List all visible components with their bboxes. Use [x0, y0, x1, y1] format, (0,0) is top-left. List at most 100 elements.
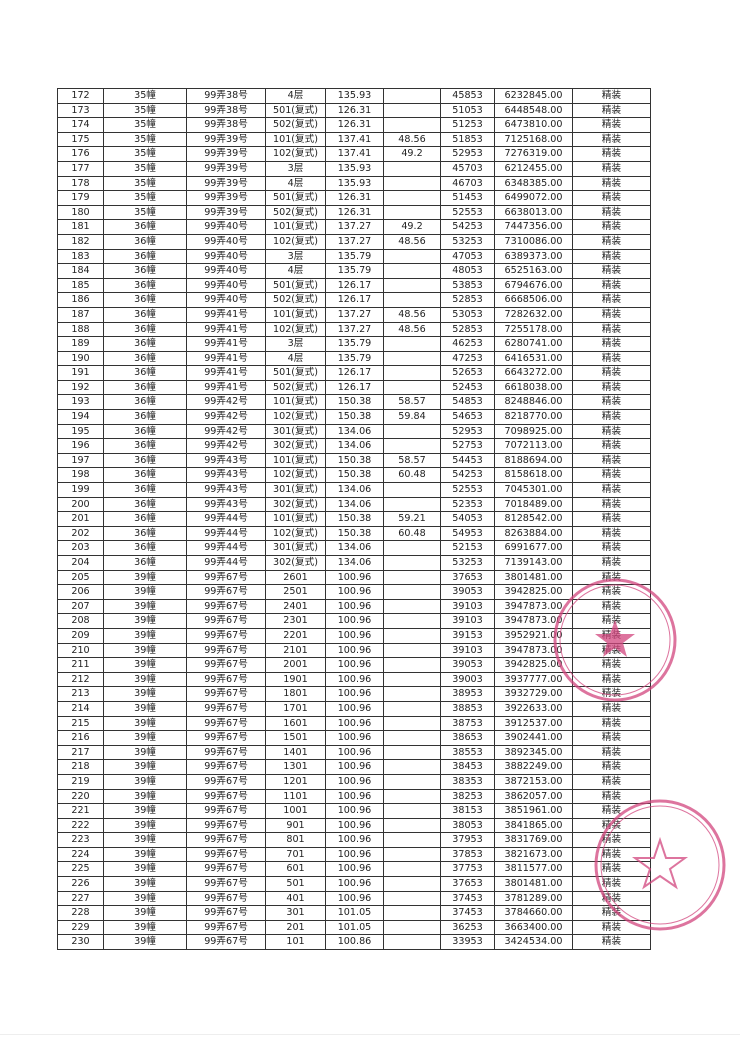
building-cell: 36幢 [103, 496, 187, 513]
room-cell: 102(复式) [265, 409, 326, 425]
area-cell: 134.06 [325, 540, 384, 556]
extra-area-cell [383, 700, 441, 717]
unit-address-cell: 99弄67号 [186, 832, 266, 848]
extra-area-cell [383, 598, 441, 615]
finish-cell: 精装 [572, 627, 651, 644]
row-number-cell: 198 [57, 467, 104, 484]
total-price-cell: 3841865.00 [494, 817, 573, 834]
area-cell: 100.96 [325, 569, 384, 586]
unit-price-cell: 52153 [440, 540, 495, 556]
building-cell: 39幢 [103, 759, 187, 775]
finish-cell: 精装 [572, 394, 651, 411]
unit-address-cell: 99弄40号 [186, 263, 266, 279]
unit-address-cell: 99弄41号 [186, 379, 266, 396]
table-row: 229 39幢 99弄67号 201 101.05 36253 3663400.00 精装 [57, 919, 651, 936]
area-cell: 134.06 [325, 438, 384, 454]
area-cell: 126.17 [325, 379, 384, 396]
area-cell: 101.05 [325, 905, 384, 921]
row-number-cell: 191 [57, 365, 104, 381]
row-number-cell: 186 [57, 292, 104, 308]
building-cell: 39幢 [103, 569, 187, 586]
area-cell: 137.27 [325, 306, 384, 323]
room-cell: 2401 [265, 598, 326, 615]
row-number-cell: 210 [57, 642, 104, 659]
total-price-cell: 6389373.00 [494, 248, 573, 265]
unit-price-cell: 38953 [440, 686, 495, 702]
room-cell: 1101 [265, 788, 326, 805]
row-number-cell: 193 [57, 394, 104, 411]
finish-cell: 精装 [572, 233, 651, 250]
area-cell: 100.96 [325, 861, 384, 878]
table-row: 227 39幢 99弄67号 401 100.96 37453 3781289.00 精装 [57, 890, 651, 907]
unit-price-cell: 54053 [440, 511, 495, 527]
finish-cell: 精装 [572, 117, 651, 133]
area-cell: 134.06 [325, 496, 384, 513]
finish-cell: 精装 [572, 438, 651, 454]
row-number-cell: 174 [57, 117, 104, 133]
total-price-cell: 3952921.00 [494, 627, 573, 644]
area-cell: 137.27 [325, 219, 384, 235]
area-cell: 134.06 [325, 423, 384, 440]
building-cell: 39幢 [103, 642, 187, 659]
area-cell: 101.05 [325, 919, 384, 936]
area-cell: 100.96 [325, 817, 384, 834]
table-row: 208 39幢 99弄67号 2301 100.96 39103 3947873.00 精装 [57, 613, 651, 629]
unit-address-cell: 99弄41号 [186, 365, 266, 381]
table-row: 184 36幢 99弄40号 4层 135.79 48053 6525163.00 精装 [57, 263, 651, 279]
row-number-cell: 227 [57, 890, 104, 907]
unit-address-cell: 99弄44号 [186, 540, 266, 556]
finish-cell: 精装 [572, 759, 651, 775]
finish-cell: 精装 [572, 890, 651, 907]
unit-price-cell: 54853 [440, 394, 495, 411]
area-cell: 134.06 [325, 555, 384, 571]
total-price-cell: 3862057.00 [494, 788, 573, 805]
room-cell: 1601 [265, 715, 326, 732]
total-price-cell: 7282632.00 [494, 306, 573, 323]
area-cell: 126.31 [325, 204, 384, 221]
extra-area-cell [383, 555, 441, 571]
unit-price-cell: 38853 [440, 700, 495, 717]
total-price-cell: 3947873.00 [494, 598, 573, 615]
total-price-cell: 3872153.00 [494, 773, 573, 790]
unit-address-cell: 99弄67号 [186, 934, 266, 951]
finish-cell: 精装 [572, 905, 651, 921]
finish-cell: 精装 [572, 263, 651, 279]
unit-address-cell: 99弄40号 [186, 248, 266, 265]
extra-area-cell [383, 715, 441, 732]
unit-address-cell: 99弄43号 [186, 482, 266, 498]
finish-cell: 精装 [572, 409, 651, 425]
row-number-cell: 221 [57, 803, 104, 819]
unit-address-cell: 99弄67号 [186, 584, 266, 600]
unit-address-cell: 99弄67号 [186, 919, 266, 936]
total-price-cell: 3821673.00 [494, 846, 573, 863]
extra-area-cell [383, 569, 441, 586]
finish-cell: 精装 [572, 306, 651, 323]
table-row: 220 39幢 99弄67号 1101 100.96 38253 3862057.00 精装 [57, 788, 651, 805]
extra-area-cell [383, 671, 441, 688]
total-price-cell: 7125168.00 [494, 131, 573, 148]
row-number-cell: 215 [57, 715, 104, 732]
unit-address-cell: 99弄41号 [186, 321, 266, 338]
finish-cell: 精装 [572, 730, 651, 746]
total-price-cell: 3942825.00 [494, 584, 573, 600]
area-cell: 100.96 [325, 598, 384, 615]
building-cell: 36幢 [103, 452, 187, 469]
table-row: 199 36幢 99弄43号 301(复式) 134.06 52553 7045301.00… [57, 482, 651, 498]
building-cell: 36幢 [103, 219, 187, 235]
finish-cell: 精装 [572, 700, 651, 717]
finish-cell: 精装 [572, 846, 651, 863]
finish-cell: 精装 [572, 131, 651, 148]
row-number-cell: 209 [57, 627, 104, 644]
area-cell: 135.79 [325, 263, 384, 279]
building-cell: 35幢 [103, 88, 187, 104]
finish-cell: 精装 [572, 832, 651, 848]
row-number-cell: 213 [57, 686, 104, 702]
area-cell: 100.96 [325, 788, 384, 805]
room-cell: 3层 [265, 160, 326, 177]
total-price-cell: 3932729.00 [494, 686, 573, 702]
area-cell: 150.38 [325, 394, 384, 411]
unit-price-cell: 54653 [440, 409, 495, 425]
room-cell: 101(复式) [265, 511, 326, 527]
extra-area-cell [383, 496, 441, 513]
unit-price-cell: 39053 [440, 657, 495, 673]
